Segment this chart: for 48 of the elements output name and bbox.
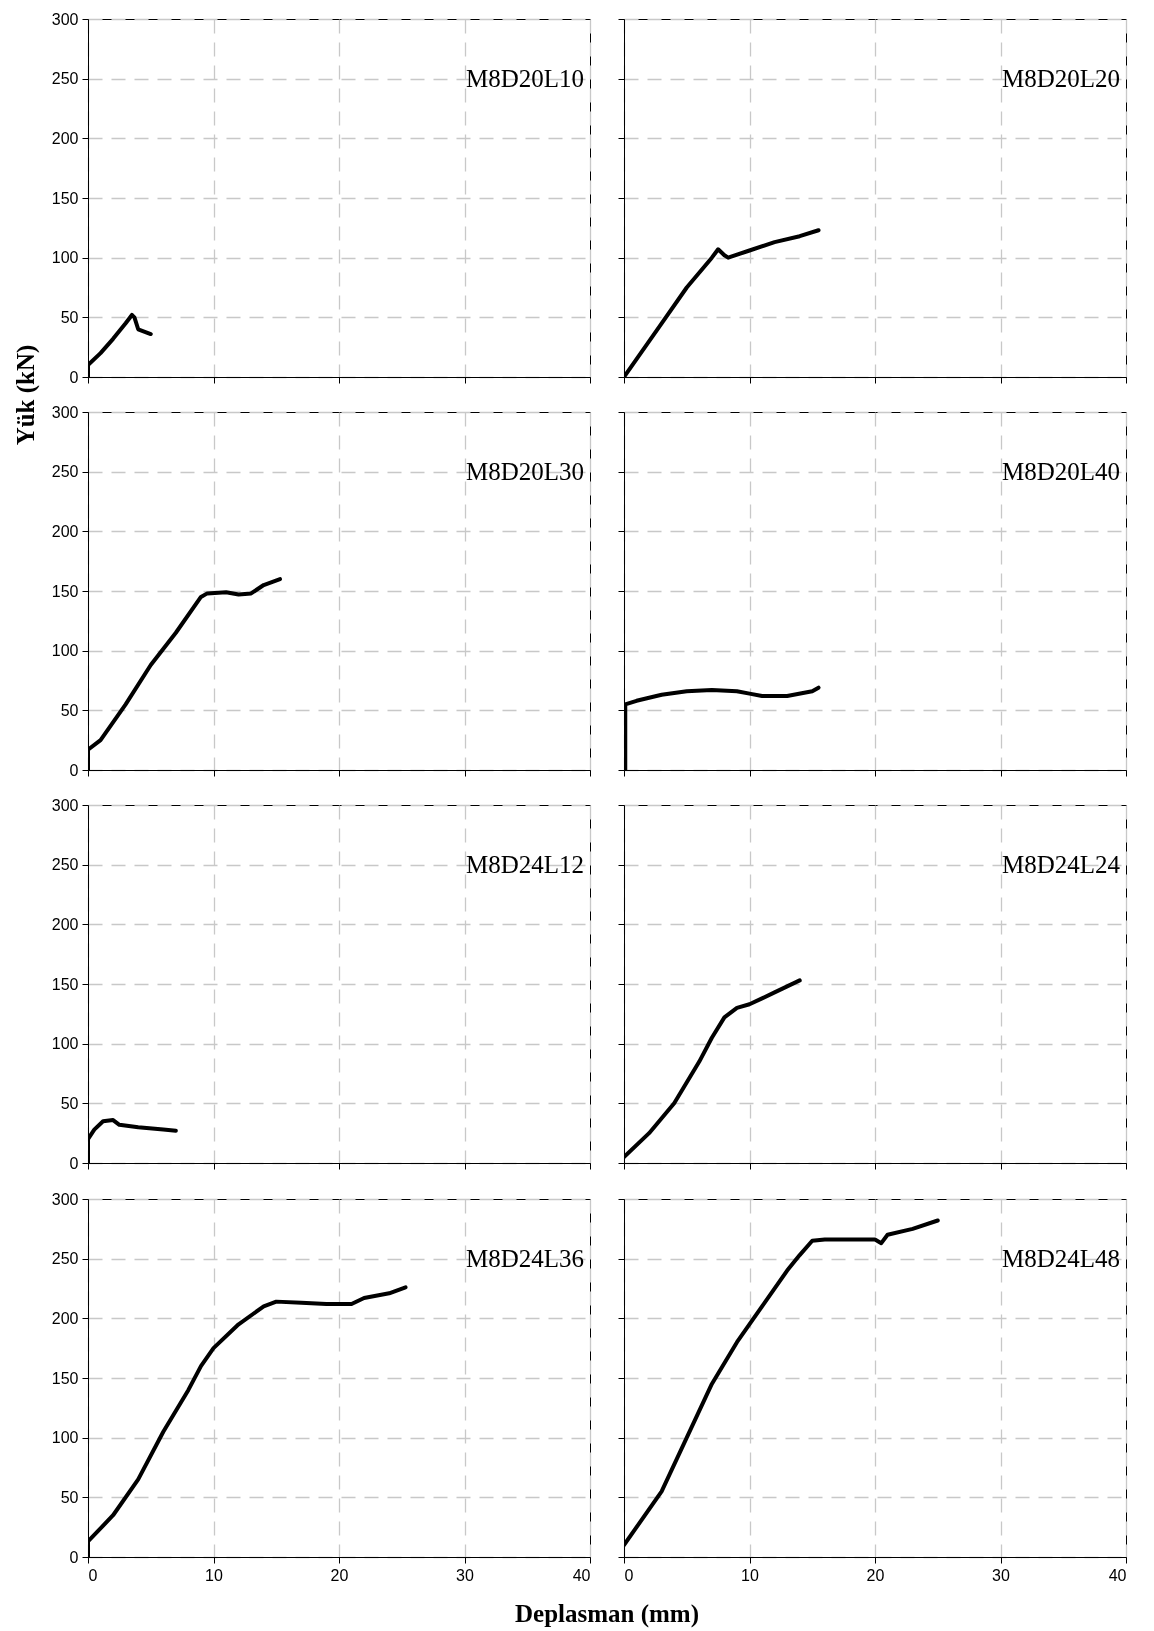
y-tick-label: 100 (51, 1429, 79, 1447)
y-tick-label: 250 (51, 856, 79, 874)
annotation: M8D24L36 (465, 1245, 584, 1272)
y-tick-label: 300 (51, 1190, 79, 1208)
x-tick-label: 10 (741, 1566, 759, 1584)
y-tick-label: 100 (51, 249, 79, 267)
x-tick-label: 30 (992, 1566, 1010, 1584)
annotation: M8D24L48 (1001, 1245, 1120, 1272)
x-tick-label: 10 (205, 1566, 223, 1584)
annotation: M8D20L20 (1001, 65, 1120, 92)
x-axis-title: Deplasman (mm) (514, 1600, 700, 1628)
y-tick-label: 150 (51, 189, 79, 207)
y-tick-label: 0 (69, 761, 79, 779)
y-tick-label: 50 (60, 308, 79, 326)
y-tick-label: 0 (69, 1548, 79, 1566)
x-tick-label: 0 (624, 1566, 634, 1584)
x-tick-label: 40 (572, 1566, 591, 1584)
y-axis-title: Yük (kN) (12, 344, 40, 445)
x-tick-label: 30 (456, 1566, 474, 1584)
annotation: M8D20L30 (465, 458, 584, 485)
y-tick-label: 250 (51, 70, 79, 88)
y-tick-label: 100 (51, 1035, 79, 1053)
y-tick-label: 150 (51, 582, 79, 600)
annotation: M8D20L40 (1001, 458, 1120, 485)
x-tick-label: 20 (330, 1566, 349, 1584)
y-tick-label: 100 (51, 642, 79, 660)
y-tick-label: 150 (51, 1369, 79, 1387)
x-tick-label: 40 (1108, 1566, 1127, 1584)
y-tick-label: 200 (51, 129, 79, 147)
y-tick-label: 200 (51, 915, 79, 933)
y-tick-label: 0 (69, 1154, 79, 1172)
y-tick-label: 250 (51, 463, 79, 481)
y-tick-label: 300 (51, 403, 79, 421)
annotation: M8D24L12 (465, 851, 584, 878)
annotation: M8D24L24 (1001, 851, 1121, 878)
y-tick-label: 200 (51, 522, 79, 540)
y-tick-label: 50 (60, 701, 79, 719)
y-tick-label: 0 (69, 368, 79, 386)
y-tick-label: 200 (51, 1309, 79, 1327)
x-tick-label: 0 (88, 1566, 98, 1584)
annotation: M8D20L10 (465, 65, 584, 92)
y-tick-label: 300 (51, 10, 79, 28)
x-tick-label: 20 (866, 1566, 885, 1584)
y-tick-label: 50 (60, 1488, 79, 1506)
y-tick-label: 300 (51, 796, 79, 814)
y-tick-label: 250 (51, 1250, 79, 1268)
y-tick-label: 50 (60, 1094, 79, 1112)
y-tick-label: 150 (51, 975, 79, 993)
